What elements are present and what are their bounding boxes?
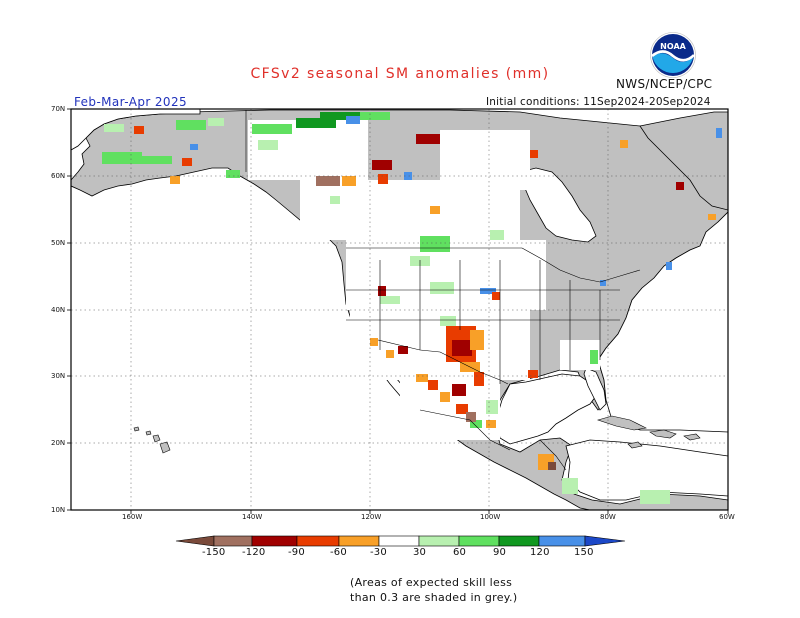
season-label: Feb-Mar-Apr 2025 bbox=[74, 95, 188, 109]
lat-label-40n: 40N bbox=[51, 306, 66, 314]
colorbar-bin bbox=[338, 535, 380, 547]
florida bbox=[583, 367, 607, 411]
initial-conditions-label: Initial conditions: 11Sep2024-20Sep2024 bbox=[486, 96, 711, 108]
colorbar-bin bbox=[458, 535, 500, 547]
lon-label-60w: 60W bbox=[719, 513, 735, 521]
colorbar-tick-label: 120 bbox=[530, 547, 550, 558]
lon-label-100w: 100W bbox=[480, 513, 501, 521]
agency-label: NWS/NCEP/CPC bbox=[616, 77, 713, 91]
colorbar-bin bbox=[498, 535, 540, 547]
lat-label-30n: 30N bbox=[51, 372, 66, 380]
colorbar-tick-label: -60 bbox=[330, 547, 347, 558]
footnote-line-1: (Areas of expected skill less bbox=[350, 576, 513, 589]
map-title: CFSv2 seasonal SM anomalies (mm) bbox=[250, 66, 550, 82]
footnote-line-2: than 0.3 are shaded in grey.) bbox=[350, 591, 518, 604]
colorbar-tick-label: 30 bbox=[413, 547, 427, 558]
greenland bbox=[639, 111, 728, 211]
colorbar bbox=[175, 535, 626, 547]
colorbar-tick-label: -90 bbox=[288, 547, 305, 558]
political-borders bbox=[245, 110, 641, 471]
colorbar-bin bbox=[378, 535, 420, 547]
caribbean-islands bbox=[596, 415, 701, 449]
lat-label-20n: 20N bbox=[51, 439, 66, 447]
axis-ticks bbox=[67, 108, 729, 514]
colorbar-tick-label: 60 bbox=[453, 547, 467, 558]
lat-label-50n: 50N bbox=[51, 239, 66, 247]
noaa-logo: NOAA bbox=[650, 32, 696, 78]
colorbar-bin bbox=[296, 535, 340, 547]
svg-text:NOAA: NOAA bbox=[660, 42, 686, 51]
colorbar-tick-label: -150 bbox=[202, 547, 226, 558]
colorbar-bin bbox=[213, 535, 253, 547]
lat-label-70n: 70N bbox=[51, 105, 66, 113]
lon-label-80w: 80W bbox=[600, 513, 616, 521]
lat-label-10n: 10N bbox=[51, 506, 66, 514]
colorbar-bin bbox=[251, 535, 298, 547]
lon-label-160w: 160W bbox=[122, 513, 143, 521]
map-frame bbox=[70, 108, 729, 511]
colorbar-tick-label: -30 bbox=[370, 547, 387, 558]
lon-label-140w: 140W bbox=[242, 513, 263, 521]
graticule bbox=[71, 109, 728, 510]
hawaii-islands bbox=[133, 426, 171, 454]
lon-label-120w: 120W bbox=[361, 513, 382, 521]
colorbar-high-arrow bbox=[584, 535, 626, 547]
colorbar-bin bbox=[538, 535, 586, 547]
colorbar-tick-label: 150 bbox=[574, 547, 594, 558]
colorbar-low-arrow bbox=[175, 535, 215, 547]
colorbar-tick-label: 90 bbox=[493, 547, 507, 558]
colorbar-bin bbox=[418, 535, 460, 547]
colorbar-tick-label: -120 bbox=[242, 547, 266, 558]
lat-label-60n: 60N bbox=[51, 172, 66, 180]
